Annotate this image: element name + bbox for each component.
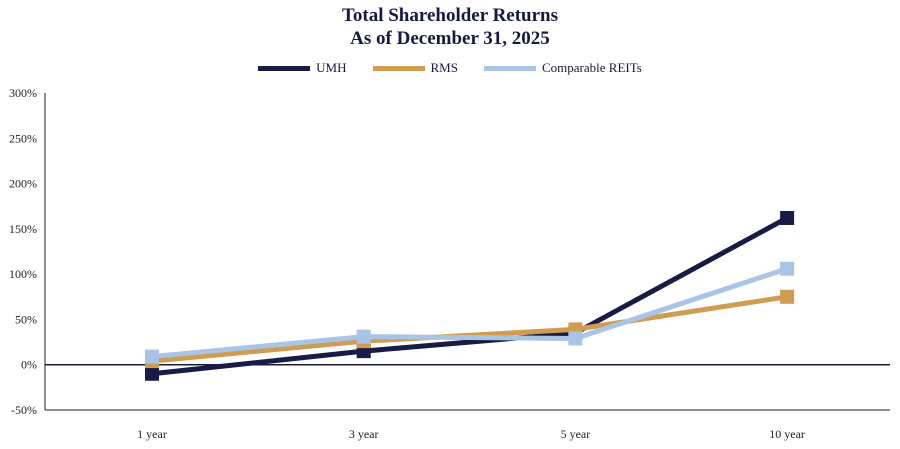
series-line-rms (151, 294, 788, 364)
y-tick-label: 250% (9, 131, 37, 145)
x-tick-label: 3 year (349, 427, 379, 441)
data-point (568, 331, 583, 346)
y-tick-label: 300% (9, 86, 37, 100)
data-point (356, 329, 371, 344)
legend-label: UMH (316, 60, 347, 75)
data-point (780, 210, 795, 225)
legend-label: RMS (430, 60, 458, 75)
legend-label: Comparable REITs (541, 60, 642, 75)
legend-swatch (372, 65, 425, 71)
data-point (780, 289, 795, 304)
legend-item: Comparable REITs (483, 60, 642, 76)
legend-item: RMS (372, 60, 458, 76)
legend: UMH RMS Comparable REITs (0, 60, 900, 76)
legend-item: UMH (258, 60, 347, 76)
y-tick-label: -50% (11, 403, 37, 417)
chart-title: Total Shareholder Returns As of December … (0, 4, 900, 50)
x-tick-label: 1 year (137, 427, 167, 441)
data-point (145, 366, 159, 381)
subtitle-line: As of December 31, 2025 (350, 28, 550, 49)
legend-swatch (258, 65, 311, 71)
y-tick-label: 200% (9, 177, 37, 191)
x-tick-label: 10 year (769, 427, 805, 441)
legend-swatch (483, 65, 536, 71)
y-tick-label: 100% (9, 267, 37, 281)
y-tick-label: 50% (15, 312, 37, 326)
y-tick-label: 150% (9, 222, 37, 236)
series-line-umh (151, 215, 789, 377)
x-tick-label: 5 year (561, 427, 591, 441)
y-tick-label: 0% (21, 358, 37, 372)
series-line-comparable-reits (151, 266, 788, 360)
data-point (145, 349, 159, 364)
title-line: Total Shareholder Returns (341, 5, 559, 26)
data-point (780, 261, 795, 276)
